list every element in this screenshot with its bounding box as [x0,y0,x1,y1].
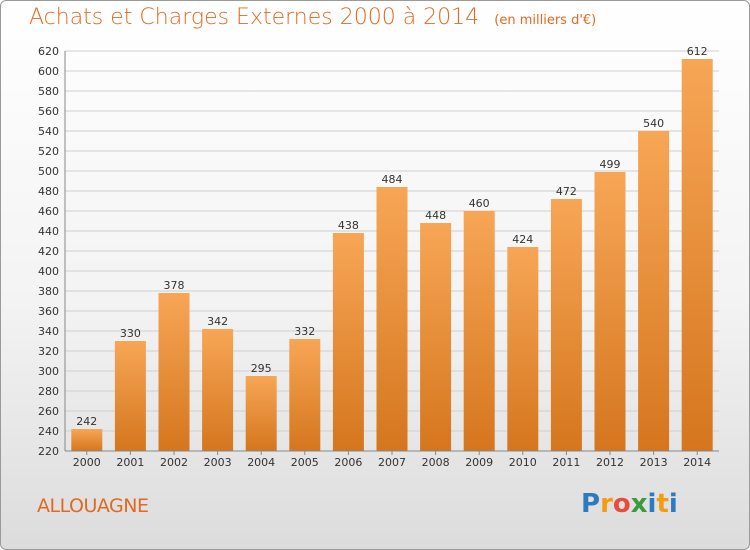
y-tick-label: 340 [38,325,59,338]
value-label: 540 [643,117,664,130]
bar-2014 [681,59,713,451]
y-tick-label: 480 [38,185,59,198]
x-tick-label: 2003 [204,456,232,469]
y-tick-label: 620 [38,45,59,58]
value-label: 484 [382,173,403,186]
bar-2009 [463,211,495,451]
y-tick-label: 540 [38,125,59,138]
x-tick-label: 2002 [160,456,188,469]
y-tick-label: 280 [38,385,59,398]
y-tick-label: 320 [38,345,59,358]
y-tick-label: 500 [38,165,59,178]
axes: 220 240 260 280 300 320 340 360 380 400 420 440 460 4… [38,45,719,469]
x-tick-label: 2013 [640,456,668,469]
value-label: 499 [600,158,621,171]
value-label: 424 [512,233,533,246]
y-tick-label: 580 [38,85,59,98]
value-label: 472 [556,185,577,198]
value-label: 378 [164,279,185,292]
logo-letter: r [600,489,613,519]
y-tick-label: 400 [38,265,59,278]
bar-2001 [114,341,146,451]
bar-2004 [245,376,277,451]
logo-letter: i [647,489,657,519]
value-label: 448 [425,209,446,222]
bar-2008 [420,223,452,451]
bar-2010 [507,247,539,451]
value-label: 460 [469,197,490,210]
logo-letter: P [581,489,601,519]
x-tick-label: 2004 [247,456,275,469]
bar-2000 [71,429,103,451]
y-tick-label: 600 [38,65,59,78]
bar-2003 [202,329,234,451]
chart-title: Achats et Charges Externes 2000 à 2014 [29,5,480,30]
value-label: 242 [76,415,97,428]
value-label: 330 [120,327,141,340]
y-tick-label: 520 [38,145,59,158]
y-tick-label: 380 [38,285,59,298]
y-tick-label: 240 [38,425,59,438]
bar-2005 [289,339,321,451]
bar-2011 [550,199,582,451]
chart-subtitle: (en milliers d'€) [494,13,597,28]
bar-2013 [638,131,670,451]
x-tick-label: 2012 [596,456,624,469]
y-tick-label: 260 [38,405,59,418]
x-tick-label: 2005 [291,456,319,469]
bar-2012 [594,172,626,451]
value-label: 332 [294,325,315,338]
logo-letter: o [612,489,631,519]
x-tick-label: 2001 [116,456,144,469]
y-tick-label: 220 [38,445,59,458]
y-tick-label: 560 [38,105,59,118]
x-tick-label: 2009 [465,456,493,469]
bar-2007 [376,187,408,451]
commune-name: ALLOUAGNE [37,495,149,517]
y-tick-label: 440 [38,225,59,238]
x-tick-label: 2006 [334,456,362,469]
value-label: 438 [338,219,359,232]
bars: 242 330 378 342 295 332 438 484 448 460 424 472 499 5… [71,45,713,451]
x-tick-label: 2007 [378,456,406,469]
x-tick-label: 2010 [509,456,537,469]
bar-2002 [158,293,190,451]
y-tick-label: 300 [38,365,59,378]
value-label: 612 [687,45,708,58]
y-tick-label: 460 [38,205,59,218]
y-tick-label: 360 [38,305,59,318]
chart-title-block: Achats et Charges Externes 2000 à 2014 (… [29,5,596,30]
x-tick-label: 2014 [683,456,711,469]
x-tick-label: 2011 [552,456,580,469]
logo-letter: i [668,489,678,519]
value-label: 342 [207,315,228,328]
value-label: 295 [251,362,272,375]
x-tick-label: 2000 [73,456,101,469]
logo-letter: x [630,489,648,519]
y-tick-label: 420 [38,245,59,258]
logo-letter: t [656,489,669,519]
proxiti-logo: Proxiti [581,489,678,519]
x-tick-label: 2008 [422,456,450,469]
bar-2006 [332,233,364,451]
